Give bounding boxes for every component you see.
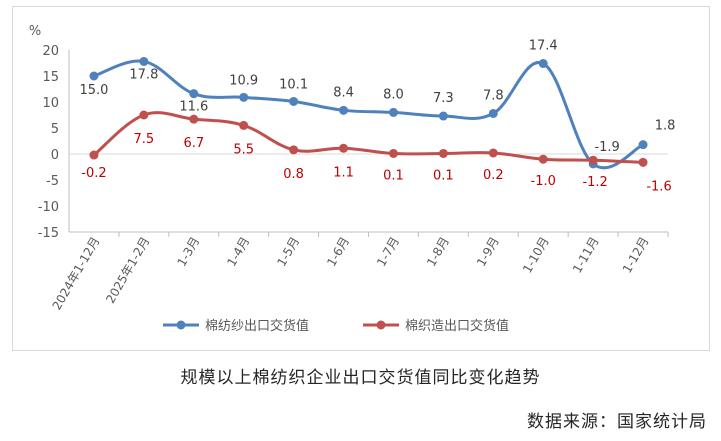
- data-point-cotton-yarn: [139, 57, 148, 66]
- data-label: 1.8: [655, 119, 676, 134]
- data-label: -1.6: [646, 179, 671, 194]
- x-tick-label: 1-6月: [324, 235, 352, 269]
- data-point-cotton-weaving: [539, 155, 548, 164]
- data-point-cotton-yarn: [639, 140, 648, 149]
- data-label: -1.0: [531, 174, 556, 189]
- data-point-cotton-yarn: [289, 97, 298, 106]
- data-label: 8.0: [383, 87, 404, 102]
- x-tick-label: 2025年1-2月: [103, 235, 152, 306]
- series-line-cotton-weaving: [94, 113, 643, 163]
- data-label: 6.7: [183, 136, 204, 151]
- legend-entry-label: 棉织造出口交货值: [405, 318, 509, 334]
- y-tick-label: 20: [42, 44, 59, 59]
- data-label: 10.1: [279, 77, 308, 92]
- data-label: 0.8: [283, 167, 304, 182]
- y-axis-unit: %: [29, 24, 41, 39]
- data-label: -0.2: [81, 166, 106, 181]
- data-label: 7.8: [483, 88, 504, 103]
- data-label: 7.5: [134, 132, 155, 147]
- y-tick-label: -15: [38, 226, 59, 241]
- data-point-cotton-yarn: [439, 112, 448, 121]
- legend-entry-label: 棉纺纱出口交货值: [205, 318, 309, 334]
- data-label: -1.9: [594, 140, 619, 155]
- data-label: 0.1: [433, 168, 454, 183]
- data-point-cotton-weaving: [389, 149, 398, 158]
- data-point-cotton-yarn: [339, 106, 348, 115]
- data-point-cotton-yarn: [89, 72, 98, 81]
- legend-swatch-marker: [377, 321, 386, 330]
- x-tick-label: 1-4月: [224, 234, 252, 268]
- x-tick-label: 1-9月: [474, 234, 502, 268]
- series-layer: [89, 57, 647, 168]
- data-point-cotton-weaving: [189, 115, 198, 124]
- data-point-cotton-weaving: [289, 145, 298, 154]
- chart-frame: % 20 15 10 5 0 -5 -10 -15 2024年1-12月 2025年1-2月 1-3月…: [12, 6, 710, 351]
- data-label: 7.3: [433, 91, 454, 106]
- data-point-cotton-weaving: [339, 144, 348, 153]
- data-point-cotton-yarn: [489, 109, 498, 118]
- y-tick-label: 5: [51, 122, 59, 137]
- y-tick-label: 15: [42, 70, 59, 85]
- data-point-cotton-yarn: [189, 89, 198, 98]
- data-point-cotton-weaving: [139, 111, 148, 120]
- y-tick-label: 10: [42, 96, 59, 111]
- data-point-cotton-yarn: [389, 108, 398, 117]
- data-source: 数据来源：国家统计局: [527, 407, 707, 432]
- data-label: 17.4: [529, 39, 558, 54]
- data-point-cotton-weaving: [639, 158, 648, 167]
- data-label: 11.6: [179, 100, 208, 115]
- data-label: 10.9: [229, 73, 258, 88]
- data-point-cotton-weaving: [239, 121, 248, 130]
- legend-swatch-marker: [177, 321, 186, 330]
- data-point-cotton-weaving: [439, 149, 448, 158]
- chart-caption: 规模以上棉纺织企业出口交货值同比变化趋势: [0, 363, 721, 388]
- data-label: 17.8: [129, 67, 158, 82]
- data-point-cotton-yarn: [239, 93, 248, 102]
- x-tick-label: 1-12月: [620, 235, 652, 276]
- data-labels: 15.0 17.8 11.6 10.9 10.1 8.4 8.0 7.3 7.8 17.4 -1.9…: [79, 39, 675, 195]
- data-point-cotton-weaving: [89, 151, 98, 160]
- data-point-cotton-weaving: [489, 148, 498, 157]
- x-tick-label: 1-7月: [374, 235, 402, 269]
- data-point-cotton-weaving: [589, 156, 598, 165]
- x-tick-label: 1-5月: [274, 235, 302, 269]
- data-label: 0.2: [483, 168, 504, 183]
- x-tick-label: 1-10月: [520, 235, 552, 276]
- x-tick-label: 1-11月: [570, 235, 602, 276]
- y-tick-label: -10: [38, 200, 59, 215]
- data-label: 8.4: [333, 85, 354, 100]
- data-point-cotton-yarn: [539, 59, 548, 68]
- x-tick-label: 2024年1-12月: [50, 235, 103, 313]
- data-label: -1.2: [582, 175, 607, 190]
- data-label: 1.1: [333, 165, 354, 180]
- y-tick-label: -5: [46, 174, 59, 189]
- legend: 棉纺纱出口交货值 棉织造出口交货值: [163, 318, 509, 334]
- data-label: 15.0: [79, 83, 108, 98]
- x-tick-label: 1-8月: [424, 235, 452, 269]
- data-label: 5.5: [233, 142, 254, 157]
- y-tick-label: 0: [51, 148, 59, 163]
- data-label: 0.1: [383, 168, 404, 183]
- x-tick-label: 1-3月: [174, 235, 202, 269]
